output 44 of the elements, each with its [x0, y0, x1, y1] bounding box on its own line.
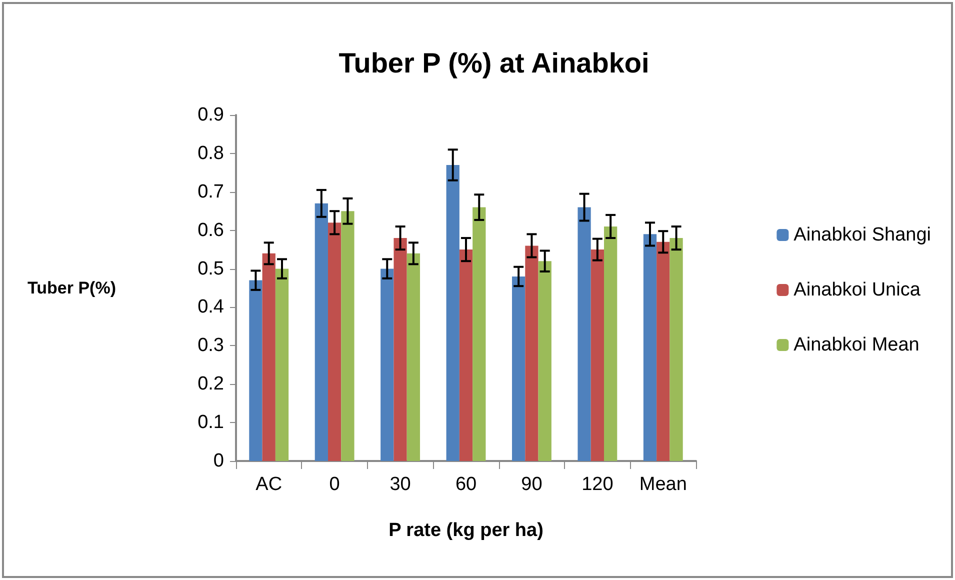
- y-tick-label: 0.6: [198, 220, 224, 241]
- x-tick-label: 0: [329, 474, 340, 495]
- bar: [538, 261, 552, 461]
- x-axis-title: P rate (kg per ha): [388, 520, 544, 541]
- y-tick-label: 0.5: [198, 258, 224, 280]
- bar: [512, 276, 526, 461]
- bar: [472, 207, 486, 461]
- y-axis-title: Tuber P(%): [28, 278, 116, 298]
- bar: [380, 268, 394, 461]
- bar: [604, 226, 618, 461]
- bar: [590, 250, 604, 461]
- bar: [262, 253, 276, 461]
- x-tick-label: Mean: [639, 474, 687, 495]
- legend-label: Ainabkoi Unica: [794, 280, 921, 300]
- bar: [394, 238, 407, 461]
- bar: [341, 211, 354, 461]
- bar: [249, 280, 262, 461]
- bar: [314, 203, 328, 461]
- legend-label: Ainabkoi Mean: [794, 334, 920, 356]
- y-tick-label: 0.9: [198, 104, 224, 126]
- chart-title: Tuber P (%) at Ainabkoi: [338, 48, 650, 78]
- bar: [525, 246, 538, 461]
- bar: [459, 250, 473, 461]
- y-tick-label: 0.3: [198, 335, 224, 356]
- x-tick-label: 120: [582, 474, 614, 495]
- x-tick-label: 30: [390, 474, 411, 495]
- y-tick-label: 0.7: [198, 181, 224, 202]
- y-tick-label: 0: [213, 450, 224, 472]
- bar: [643, 234, 657, 461]
- bar: [275, 268, 289, 461]
- bar: [446, 164, 460, 461]
- bar: [406, 253, 420, 461]
- bar: [656, 242, 670, 461]
- y-tick-label: 0.8: [198, 142, 224, 164]
- y-tick-label: 0.2: [198, 374, 224, 395]
- bar: [328, 222, 342, 461]
- x-tick-label: 60: [455, 474, 477, 495]
- y-tick-label: 0.1: [198, 412, 224, 434]
- legend-label: Ainabkoi Shangi: [794, 224, 932, 246]
- x-tick-label: 90: [521, 474, 542, 495]
- bar: [670, 238, 683, 461]
- x-tick-label: AC: [256, 474, 282, 495]
- y-tick-label: 0.4: [198, 296, 224, 318]
- bar: [578, 207, 591, 461]
